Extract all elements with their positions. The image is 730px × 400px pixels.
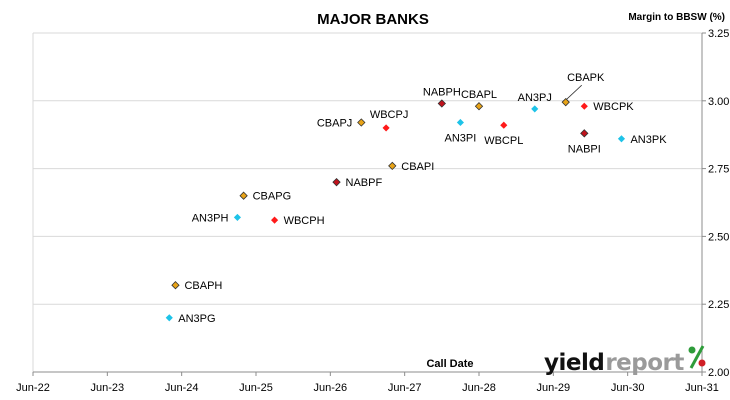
data-point-nabpi — [580, 129, 589, 138]
percent-logo-icon — [688, 345, 706, 369]
logo-text-yield: yield — [544, 350, 605, 376]
x-tick-label: Jun-28 — [462, 382, 496, 394]
data-label-wbcpk: WBCPK — [593, 101, 634, 113]
data-point-wbcpj — [382, 124, 390, 132]
logo-text-report: report — [605, 350, 684, 376]
data-label-an3ph: AN3PH — [192, 212, 229, 224]
x-tick-label: Jun-31 — [685, 382, 719, 394]
data-point-cbapl — [474, 102, 484, 111]
data-label-cbapg: CBAPG — [253, 191, 292, 203]
data-label-an3pk: AN3PK — [630, 134, 667, 146]
x-tick-label: Jun-24 — [165, 382, 199, 394]
points-layer — [165, 97, 626, 322]
x-tick-label: Jun-26 — [314, 382, 348, 394]
y-tick-label: 3.00 — [708, 96, 729, 108]
x-tick-label: Jun-25 — [239, 382, 273, 394]
x-tick-label: Jun-27 — [388, 382, 422, 394]
data-label-wbcph: WBCPH — [284, 215, 325, 227]
y-axis-label: Margin to BBSW (%) — [628, 12, 725, 23]
x-axis-label: Call Date — [426, 358, 473, 370]
yieldreport-logo: yield report — [544, 344, 707, 376]
data-point-an3ph — [233, 213, 241, 221]
data-point-cbapk — [561, 97, 570, 107]
y-tick-label: 2.75 — [708, 164, 729, 176]
data-point-wbcph — [271, 216, 279, 224]
x-tick-label: Jun-22 — [16, 382, 50, 394]
data-point-wbcpk — [580, 102, 588, 110]
data-point-cbapg — [239, 191, 248, 200]
grid-layer — [32, 32, 702, 372]
data-label-nabpi: NABPI — [568, 143, 601, 155]
y-tick-label: 2.50 — [708, 231, 729, 243]
data-point-cbapj — [357, 118, 366, 127]
data-label-wbcpl: WBCPL — [484, 135, 523, 147]
y-tick-label: 2.00 — [708, 367, 729, 379]
data-point-an3pi — [456, 118, 464, 127]
axis-layer: 2.00 2.25 2.50 2.75 3.00 3.25 Jun-22 Jun-23 Jun-… — [16, 28, 729, 394]
data-label-an3pg: AN3PG — [178, 313, 215, 325]
labels-layer: AN3PG CBAPH AN3PH CBAPG WBCPH NABPF CBAPJ WBCPJ… — [178, 72, 667, 325]
data-label-nabpf: NABPF — [346, 177, 383, 189]
x-tick-label: Jun-23 — [91, 382, 125, 394]
data-point-nabph — [437, 99, 446, 108]
data-label-an3pj: AN3PJ — [518, 92, 552, 104]
data-label-cbaph: CBAPH — [184, 280, 222, 292]
label-leader-line — [566, 84, 582, 100]
data-point-cbaph — [171, 281, 180, 290]
data-label-an3pi: AN3PI — [445, 132, 477, 144]
data-point-an3pg — [165, 314, 173, 322]
data-label-cbapl: CBAPL — [461, 89, 497, 101]
data-label-cbapk: CBAPK — [567, 72, 605, 84]
data-label-cbapj: CBAPJ — [317, 117, 352, 129]
data-point-an3pj — [531, 105, 539, 113]
data-label-nabph: NABPH — [423, 87, 461, 99]
data-point-cbapi — [388, 161, 397, 171]
data-label-wbcpj: WBCPJ — [370, 109, 409, 121]
data-point-wbcpl — [500, 121, 508, 129]
data-point-nabpf — [332, 177, 341, 187]
x-tick-label: Jun-30 — [611, 382, 645, 394]
data-point-an3pk — [617, 135, 626, 143]
data-label-cbapi: CBAPI — [401, 161, 434, 173]
chart-title: MAJOR BANKS — [317, 11, 429, 28]
y-tick-label: 2.25 — [708, 299, 729, 311]
x-tick-label: Jun-29 — [537, 382, 571, 394]
y-tick-label: 3.25 — [708, 28, 729, 40]
